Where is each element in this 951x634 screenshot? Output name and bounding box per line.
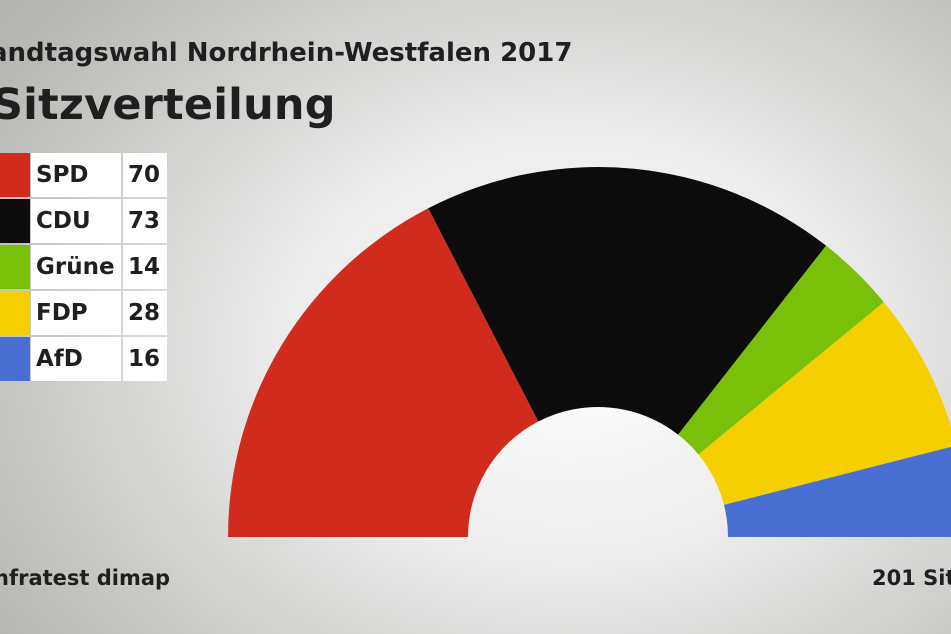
- seat-segment-spd: [228, 208, 539, 538]
- chart-subtitle: Sitzverteilung: [0, 80, 336, 130]
- total-seats-label: 201 Sitz: [872, 566, 951, 590]
- legend-swatch: [0, 337, 30, 381]
- legend-seat-count: 73: [123, 199, 167, 243]
- legend-swatch: [0, 153, 30, 197]
- legend-item-spd: SPD 70: [0, 153, 167, 197]
- legend-seat-count: 16: [123, 337, 167, 381]
- seat-segment-afd: [723, 446, 951, 537]
- legend: SPD 70 CDU 73 Grüne 14 FDP 28 AfD 16: [0, 153, 167, 383]
- legend-party-label: AfD: [31, 337, 121, 381]
- legend-swatch: [0, 199, 30, 243]
- seat-segment-cdu: [428, 167, 827, 435]
- legend-item-fdp: FDP 28: [0, 291, 167, 335]
- legend-seat-count: 70: [123, 153, 167, 197]
- seat-segment-fdp: [698, 302, 951, 505]
- legend-party-label: SPD: [31, 153, 121, 197]
- source-label: nfratest dimap: [0, 566, 171, 590]
- legend-swatch: [0, 245, 30, 289]
- chart-title: andtagswahl Nordrhein-Westfalen 2017: [0, 38, 573, 68]
- legend-party-label: Grüne: [31, 245, 121, 289]
- legend-item-cdu: CDU 73: [0, 199, 167, 243]
- legend-swatch: [0, 291, 30, 335]
- legend-seat-count: 28: [123, 291, 167, 335]
- legend-seat-count: 14: [123, 245, 167, 289]
- legend-item-gr-ne: Grüne 14: [0, 245, 167, 289]
- legend-party-label: CDU: [31, 199, 121, 243]
- legend-party-label: FDP: [31, 291, 121, 335]
- legend-item-afd: AfD 16: [0, 337, 167, 381]
- seat-segment-gr-ne: [678, 245, 884, 455]
